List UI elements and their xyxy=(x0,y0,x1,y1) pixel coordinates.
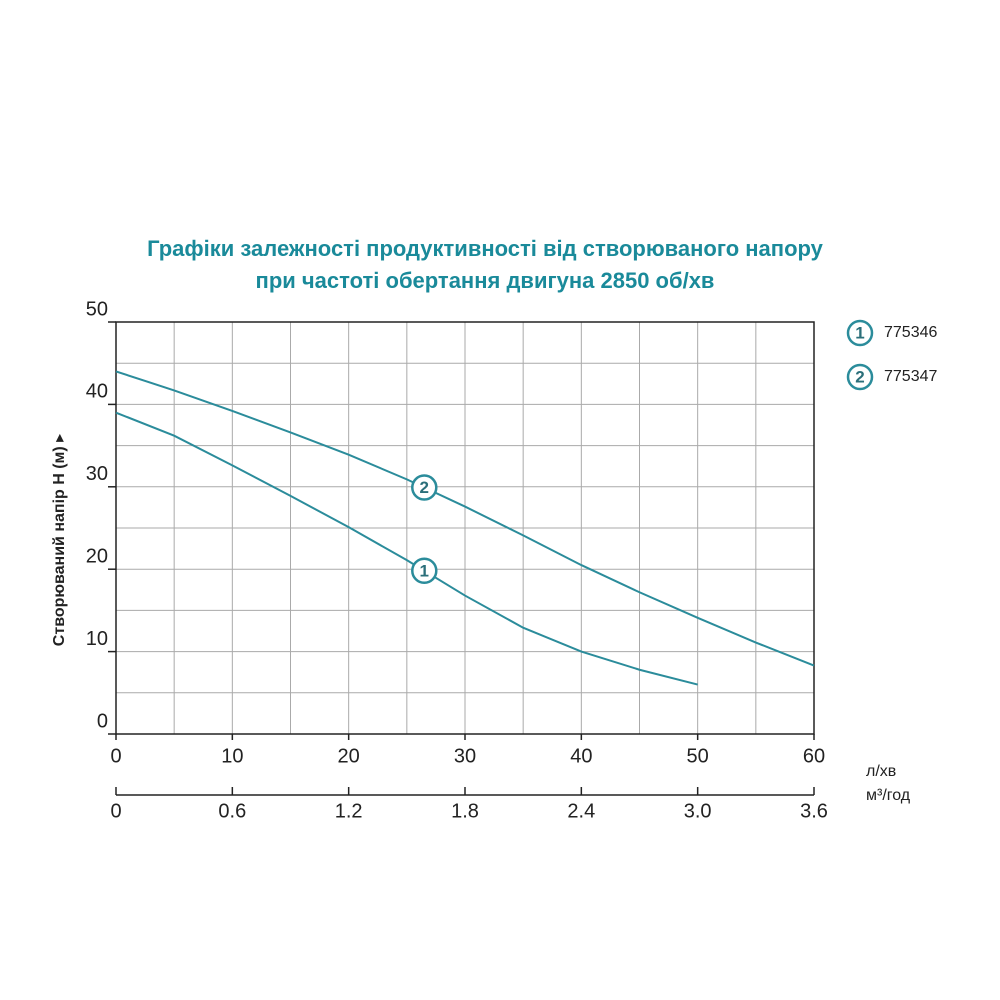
x-unit: л/хв xyxy=(866,763,896,780)
series-badge xyxy=(846,319,874,347)
series-line xyxy=(115,411,698,686)
y-axis-label: Створюваний напір H (м) ▸ xyxy=(51,434,68,646)
chart-title: при частоті обертання двигуна 2850 об/хв xyxy=(256,268,715,293)
x-tick-label: 20 xyxy=(338,745,360,767)
chart-title: Графіки залежності продуктивності від ст… xyxy=(147,236,824,261)
series-badge xyxy=(846,363,874,391)
series-line xyxy=(115,370,815,667)
y-tick-label: 0 xyxy=(97,710,108,732)
legend-label: 775347 xyxy=(884,368,937,385)
y-tick-label: 20 xyxy=(86,545,108,567)
series-badge-label: 1 xyxy=(855,323,864,342)
y-tick-label: 30 xyxy=(86,463,108,485)
y-tick-label: 10 xyxy=(86,628,108,650)
x2-tick-label: 0.6 xyxy=(218,800,246,822)
x2-unit: м³/год xyxy=(866,787,911,804)
x-tick-label: 40 xyxy=(570,745,592,767)
series-badge-label: 2 xyxy=(855,367,864,386)
x2-tick-label: 3.6 xyxy=(800,800,828,822)
x-tick-label: 60 xyxy=(803,745,825,767)
x2-tick-label: 1.2 xyxy=(335,800,363,822)
legend-label: 775346 xyxy=(884,324,937,341)
x-tick-label: 30 xyxy=(454,745,476,767)
series-badge xyxy=(411,474,438,501)
series-badge-label: 1 xyxy=(420,561,429,580)
series-badge-label: 2 xyxy=(420,478,429,497)
x2-tick-label: 2.4 xyxy=(567,800,595,822)
x2-tick-label: 3.0 xyxy=(684,800,712,822)
y-tick-label: 50 xyxy=(86,298,108,320)
x-tick-label: 0 xyxy=(110,745,121,767)
x-tick-label: 50 xyxy=(687,745,709,767)
x2-tick-label: 0 xyxy=(110,800,121,822)
x-tick-label: 10 xyxy=(221,745,243,767)
y-tick-label: 40 xyxy=(86,381,108,403)
x2-tick-label: 1.8 xyxy=(451,800,479,822)
series-badge xyxy=(411,557,438,585)
